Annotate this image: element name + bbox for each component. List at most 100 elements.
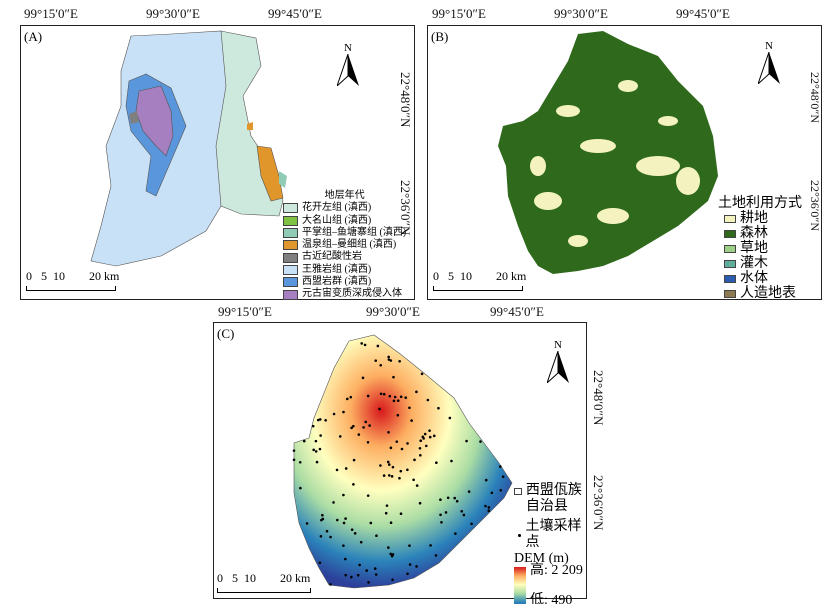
sample-point: [415, 484, 419, 487]
lon-label: 99°15′0″E: [432, 6, 486, 21]
sample-point: [363, 343, 367, 347]
scale-tick: 0: [26, 269, 32, 283]
sample-point: [350, 575, 353, 579]
sample-point: [319, 535, 323, 538]
scale-tick: 10: [244, 571, 256, 585]
sample-point: [352, 483, 355, 486]
north-label: N: [344, 42, 352, 54]
formation-wenquan: [256, 145, 284, 202]
sample-point: [378, 407, 381, 411]
legend-item: 元古宙变质深成侵入体: [283, 288, 406, 300]
lon-label: 99°45′0″E: [490, 304, 544, 319]
sample-point: [387, 358, 391, 361]
legend-label: 温泉组–曼细组 (滇西): [302, 239, 397, 251]
scale-tick: 5: [232, 571, 238, 585]
sample-point: [428, 435, 432, 439]
sample-point: [484, 504, 487, 508]
sample-point: [393, 395, 397, 399]
legend-label: 古近纪酸性岩: [302, 251, 362, 263]
dem-high: 高: 2 209: [530, 563, 583, 578]
lon-label: 99°15′0″E: [24, 6, 78, 21]
legend-swatch: [283, 252, 298, 263]
sample-point: [342, 493, 345, 497]
lon-label: 99°30′0″E: [366, 304, 420, 319]
dem-title: DEM (m): [514, 551, 569, 566]
sample-point: [501, 475, 505, 479]
lon-label: 99°30′0″E: [554, 6, 608, 21]
sample-point: [325, 529, 329, 533]
sample-point: [389, 446, 393, 450]
sample-point: [448, 416, 452, 420]
sample-point: [484, 478, 488, 482]
lon-label: 99°45′0″E: [676, 6, 730, 21]
legend-item: 花开左组 (滇西): [283, 202, 406, 214]
sample-point: [318, 447, 322, 451]
landuse-area: [498, 31, 718, 274]
scale-tick: 0: [217, 571, 223, 585]
legend-item: 西盟岩群 (滇西): [283, 276, 406, 288]
sample-point: [368, 424, 371, 427]
legend-swatch: [283, 277, 298, 288]
formation-intrusive: [135, 85, 174, 157]
sample-point: [395, 440, 399, 443]
sample-point: [352, 424, 355, 428]
sample-point: [415, 390, 418, 394]
scale-bar: 0 5 10 20 km: [433, 269, 526, 291]
sample-point: [382, 392, 386, 396]
sample-point: [396, 399, 400, 402]
sample-point: [376, 344, 380, 348]
sample-point: [450, 459, 453, 463]
sample-point: [299, 486, 302, 490]
sample-point: [408, 563, 412, 566]
legend-item: 水体: [718, 271, 802, 286]
sample-point: [360, 342, 364, 345]
sample-point: [318, 418, 322, 421]
legend-label: 人造地表: [740, 286, 796, 301]
legend-label: 灌木: [740, 256, 768, 271]
sample-point: [440, 521, 443, 524]
sample-point: [338, 435, 342, 438]
panel-c-map: (C) N 西盟佤族自治县 土壤采样点 DEM (m) 高: 2 209 低: 4…: [213, 322, 587, 604]
sample-point: [302, 439, 306, 443]
sample-point: [499, 488, 503, 492]
sample-point: [362, 426, 365, 429]
north-arrow: N: [336, 42, 359, 89]
sample-point: [460, 509, 464, 513]
scale-tick: 20 km: [496, 269, 527, 283]
legend-item: 灌木: [718, 256, 802, 271]
sample-point: [349, 395, 353, 399]
sample-point: [390, 475, 394, 478]
north-arrow-icon: [336, 53, 359, 87]
sample-point: [428, 429, 431, 432]
sample-point: [329, 535, 332, 539]
sample-point: [387, 355, 390, 359]
sample-point: [353, 532, 357, 535]
legend-a: 地层年代 花开左组 (滇西) 大名山组 (滇西) 平掌组–鱼塘寨组 (滇西) 温泉组–…: [283, 190, 406, 301]
legend-swatch: [724, 214, 736, 223]
legend-label: 花开左组 (滇西): [302, 202, 372, 214]
legend-label: 水体: [740, 271, 768, 286]
sample-point-swatch: [518, 533, 521, 537]
sample-point: [312, 448, 315, 452]
formation-granite: [129, 111, 139, 124]
sample-point: [375, 534, 378, 537]
sample-point: [392, 399, 396, 403]
legend-swatch: [283, 228, 298, 239]
sample-point: [357, 433, 361, 436]
sample-point: [439, 498, 442, 502]
legend-label: 元古宙变质深成侵入体: [302, 288, 402, 300]
lat-label: 22°36′0″N: [398, 180, 413, 236]
sample-point: [410, 419, 413, 422]
sample-point: [400, 447, 404, 451]
sample-point: [439, 513, 442, 517]
sample-point: [446, 496, 450, 500]
lat-label: 22°48′0″N: [591, 370, 606, 426]
sample-point: [332, 501, 335, 504]
sample-point: [487, 509, 491, 513]
sample-point: [364, 420, 368, 424]
sample-point: [420, 372, 424, 376]
sample-point: [387, 474, 391, 477]
legend-item: 草地: [718, 241, 802, 256]
north-arrow-icon: [757, 51, 780, 85]
legend-swatch: [283, 240, 298, 251]
